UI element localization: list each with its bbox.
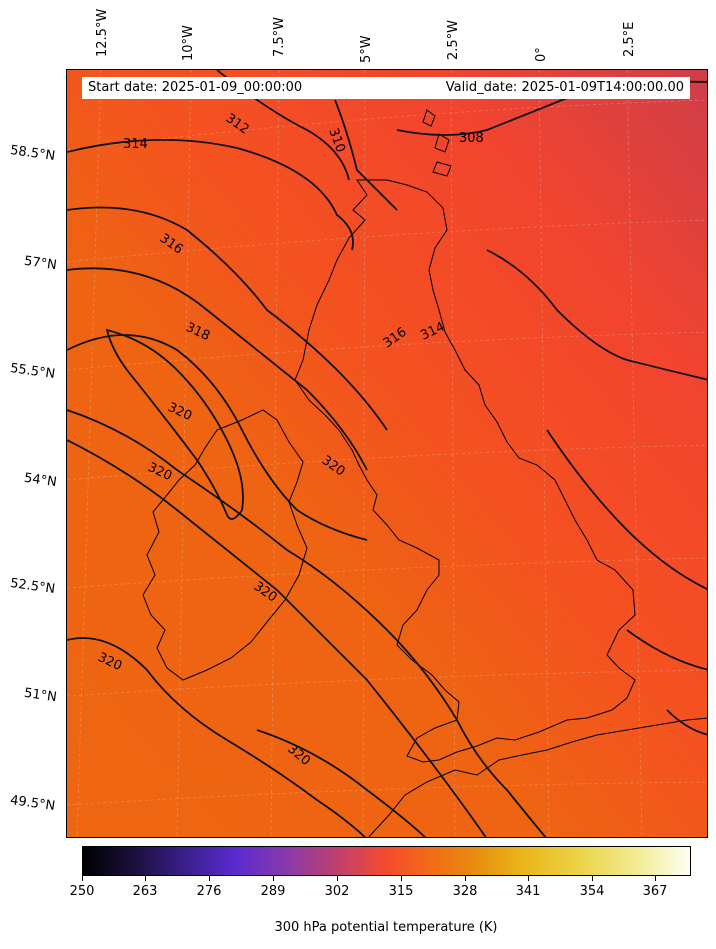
start-date-text: Start date: 2025-01-09_00:00:00 <box>88 80 303 95</box>
colorbar-tick-label: 328 <box>452 884 478 899</box>
colorbar-tick <box>273 876 274 881</box>
colorbar-tick <box>401 876 402 881</box>
date-info-box: Start date: 2025-01-09_00:00:00 Valid_da… <box>82 77 690 99</box>
lon-label: 2.5°W <box>446 19 461 60</box>
lon-label: 7.5°W <box>272 16 287 57</box>
coastlines <box>142 109 707 837</box>
lat-label: 49.5°N <box>9 792 56 815</box>
colorbar-tick-label: 250 <box>69 884 95 899</box>
lon-label: 2.5°E <box>622 21 637 57</box>
contour-label: 308 <box>459 131 484 146</box>
lon-label: 10°W <box>181 25 196 61</box>
lon-label: 12.5°W <box>95 8 110 57</box>
colorbar-tick <box>465 876 466 881</box>
valid-date-text: Valid_date: 2025-01-09T14:00:00.00 <box>445 80 684 95</box>
lat-label: 55.5°N <box>9 360 56 383</box>
graticule <box>67 70 707 837</box>
lat-label: 51°N <box>23 685 58 706</box>
colorbar-tick <box>655 876 656 881</box>
lat-label: 52.5°N <box>9 575 56 598</box>
lon-label: 0° <box>534 47 549 62</box>
colorbar-tick <box>528 876 529 881</box>
colorbar-tick-label: 263 <box>132 884 158 899</box>
map-panel: 314 312 310 308 316 318 316 314 320 320 … <box>66 69 708 838</box>
colorbar-title: 300 hPa potential temperature (K) <box>274 920 498 935</box>
colorbar-tick-label: 276 <box>196 884 222 899</box>
contour-label: 314 <box>123 137 148 152</box>
lat-label: 54°N <box>23 470 58 491</box>
colorbar-tick <box>337 876 338 881</box>
colorbar-tick-label: 341 <box>515 884 541 899</box>
temperature-field <box>67 70 707 837</box>
colorbar-tick <box>592 876 593 881</box>
colorbar-tick-label: 367 <box>642 884 668 899</box>
colorbar-tick-label: 354 <box>579 884 605 899</box>
colorbar-tick <box>82 876 83 881</box>
lon-label: 5°W <box>359 35 374 63</box>
colorbar-tick <box>145 876 146 881</box>
lat-label: 57°N <box>23 253 58 274</box>
colorbar-tick-label: 289 <box>260 884 286 899</box>
colorbar-tick <box>209 876 210 881</box>
colorbar-tick-label: 315 <box>388 884 414 899</box>
contours <box>67 70 707 837</box>
map-canvas: 314 312 310 308 316 318 316 314 320 320 … <box>67 70 707 837</box>
colorbar <box>82 846 691 876</box>
colorbar-tick-label: 302 <box>324 884 350 899</box>
lat-label: 58.5°N <box>9 142 56 165</box>
